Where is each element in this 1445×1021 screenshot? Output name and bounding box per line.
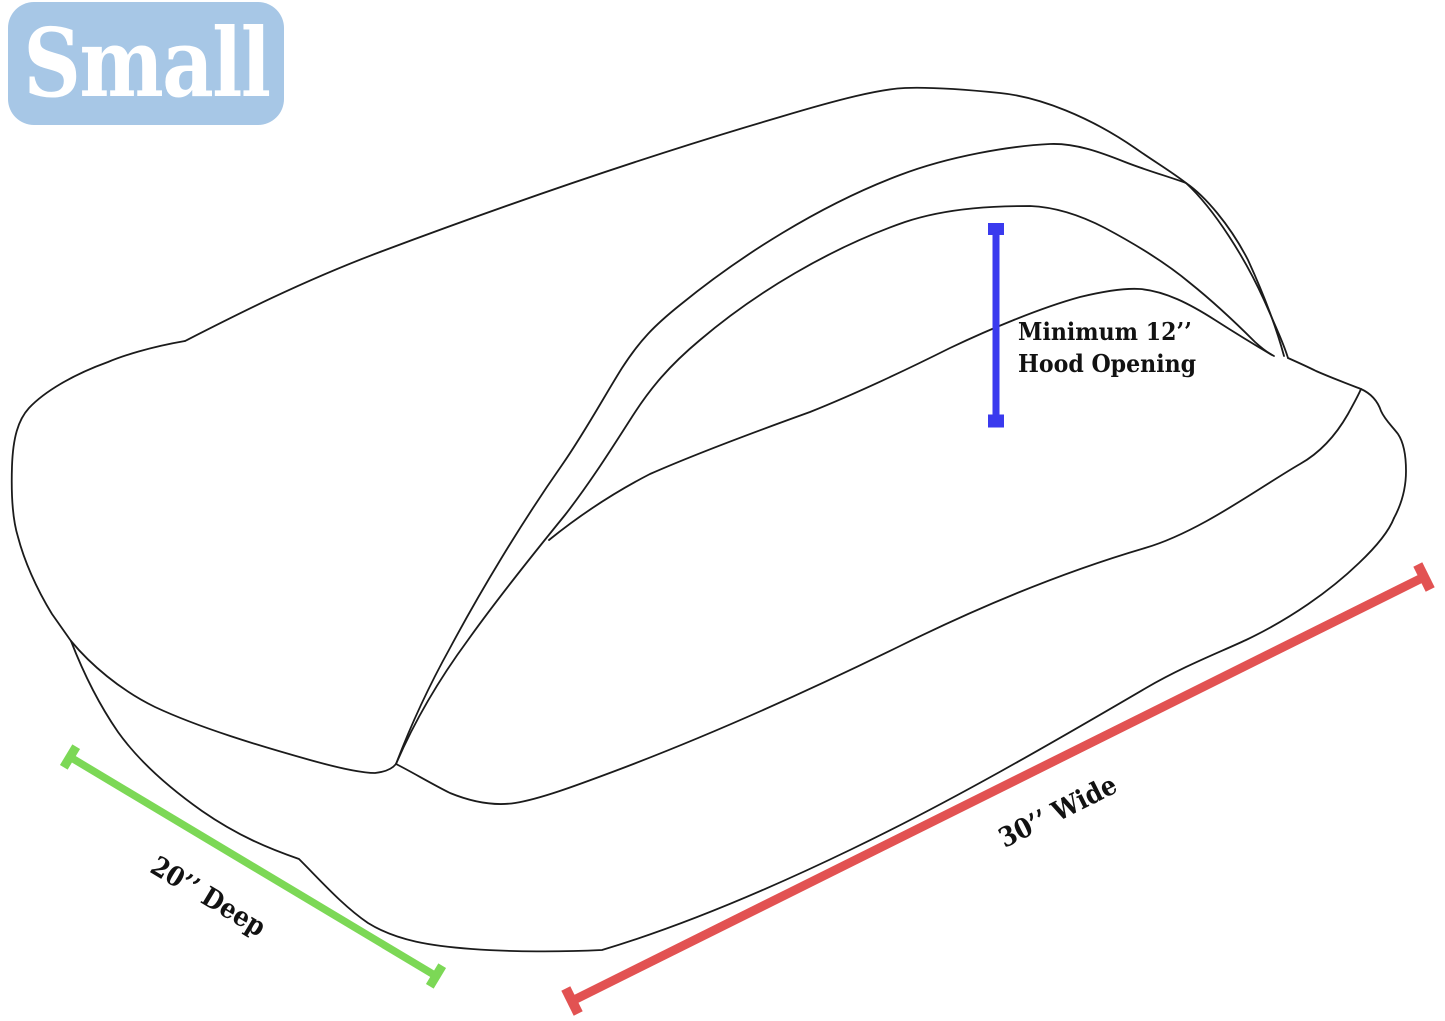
bed-hood-top-edge xyxy=(184,86,1289,359)
size-badge: Small xyxy=(8,2,284,125)
depth-dimension-line xyxy=(59,744,447,989)
bed-outline-group xyxy=(10,86,1407,953)
bed-left-edge xyxy=(10,340,186,642)
depth-cap-start xyxy=(59,744,81,770)
size-badge-label: Small xyxy=(23,8,271,119)
inner-cushion-edge xyxy=(548,287,1273,541)
hood-opening-label-line1: Minimum 12’’ xyxy=(1018,317,1192,346)
width-cap-start xyxy=(561,986,583,1016)
depth-line xyxy=(68,753,438,980)
width-cap-end xyxy=(1413,562,1435,592)
hood-rim-outer-arc xyxy=(395,143,1285,765)
hood-opening-label: Minimum 12’’ Hood Opening xyxy=(1018,316,1196,380)
width-dimension-line xyxy=(561,562,1435,1016)
hood-opening-dimension-line xyxy=(988,223,1004,428)
width-line xyxy=(569,572,1427,1006)
hood-opening-label-line2: Hood Opening xyxy=(1018,349,1197,378)
base-top-left-edge xyxy=(70,640,397,774)
hood-rim-inner-arc xyxy=(395,205,1275,765)
right-corner-fold xyxy=(1287,357,1407,519)
base-front-top-edge xyxy=(395,388,1362,805)
depth-cap-end xyxy=(425,963,447,989)
base-bottom-edge xyxy=(70,517,1395,953)
